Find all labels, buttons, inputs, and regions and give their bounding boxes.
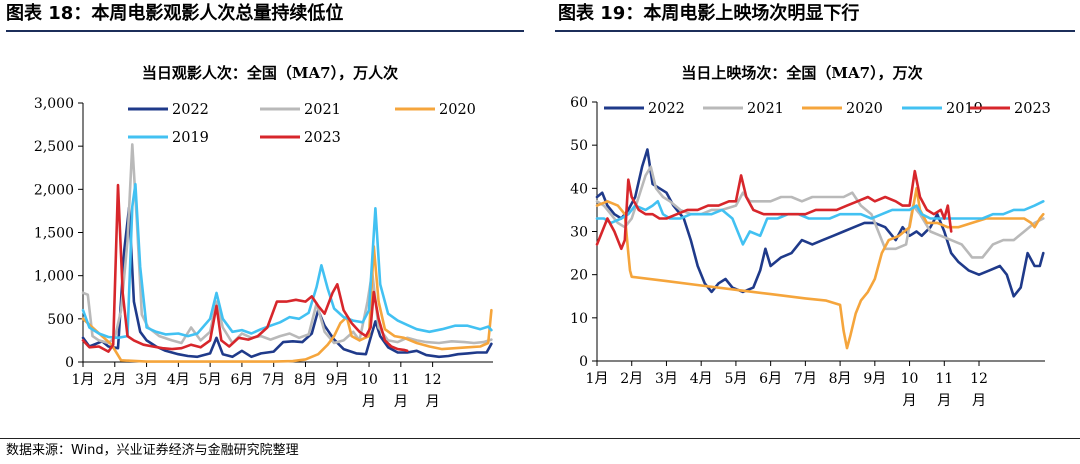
title-divider-left [6, 30, 524, 32]
legend-label-2020: 2020 [439, 102, 476, 118]
title-divider-right [555, 30, 1075, 32]
x-tick-label: 12 [424, 372, 442, 388]
series-line-2023 [81, 183, 409, 353]
x-tick-label: 7月 [794, 371, 817, 387]
y-tick-label: 50 [570, 138, 588, 154]
x-tick-label: 月 [426, 394, 440, 410]
y-tick-label: 40 [570, 181, 588, 197]
series-line-2019 [81, 182, 493, 340]
x-tick-label: 8月 [829, 371, 852, 387]
x-tick-label: 3月 [655, 371, 678, 387]
x-tick-label: 2月 [620, 371, 643, 387]
y-tick-label: 500 [47, 312, 74, 328]
x-tick-label: 2月 [103, 372, 126, 388]
legend-label-2021: 2021 [747, 101, 784, 117]
x-tick-label: 3月 [135, 372, 158, 388]
x-tick-label: 12 [970, 371, 988, 387]
legend-label-2022: 2022 [648, 101, 685, 117]
x-tick-label: 5月 [199, 372, 222, 388]
x-tick-label: 11 [935, 371, 953, 387]
y-tick-label: 1,000 [34, 269, 74, 285]
x-tick-label: 6月 [759, 371, 782, 387]
y-tick-label: 0 [65, 355, 74, 371]
y-tick-label: 1,500 [34, 226, 74, 242]
legend-label-2019: 2019 [946, 101, 983, 117]
x-tick-label: 10 [901, 371, 919, 387]
x-tick-label: 5月 [724, 371, 747, 387]
x-tick-label: 1月 [72, 372, 95, 388]
source-note: 数据来源：Wind，兴业证券经济与金融研究院整理 [6, 443, 299, 458]
x-tick-label: 月 [903, 393, 917, 409]
x-tick-label: 11 [392, 372, 410, 388]
legend-label-2023: 2023 [304, 130, 341, 146]
screenings-chart: 当日上映场次：全国（MA7），万次 0 10 20 30 40 50 60 1月 2月 3月 4月 5… [570, 64, 1051, 409]
x-tick-label: 4月 [167, 372, 190, 388]
chart-title: 当日观影人次：全国（MA7），万人次 [142, 64, 398, 82]
legend-label-2021: 2021 [304, 102, 341, 118]
legend-label-2019: 2019 [172, 130, 209, 146]
x-tick-label: 月 [972, 393, 986, 409]
y-tick-label: 20 [570, 268, 588, 284]
legend-label-2022: 2022 [172, 102, 209, 118]
x-tick-label: 月 [394, 394, 408, 410]
x-tick-label: 6月 [230, 372, 253, 388]
series-line-2023 [595, 169, 953, 251]
y-tick-label: 3,000 [34, 96, 74, 112]
series-line-2021 [595, 165, 1045, 259]
x-tick-label: 8月 [294, 372, 317, 388]
y-tick-label: 2,000 [34, 182, 74, 198]
y-tick-label: 2,500 [34, 139, 74, 155]
y-tick-label: 30 [570, 225, 588, 241]
y-tick-label: 0 [579, 354, 588, 370]
footer-divider [0, 438, 1080, 439]
series-line-2020 [595, 187, 1045, 350]
x-tick-label: 7月 [262, 372, 285, 388]
x-tick-label: 1月 [586, 371, 609, 387]
figure-title-right: 图表 19：本周电影上映场次明显下行 [558, 3, 860, 24]
x-tick-label: 月 [362, 394, 376, 410]
y-tick-label: 10 [570, 311, 588, 327]
legend-label-2020: 2020 [846, 101, 883, 117]
x-tick-label: 4月 [690, 371, 713, 387]
x-tick-label: 9月 [863, 371, 886, 387]
series-line-2022 [81, 206, 493, 359]
x-tick-label: 10 [360, 372, 378, 388]
chart-title: 当日上映场次：全国（MA7），万次 [681, 64, 922, 82]
figure-title-left: 图表 18：本周电影观影人次总量持续低位 [6, 3, 344, 24]
legend-label-2023: 2023 [1014, 101, 1051, 117]
x-tick-label: 9月 [326, 372, 349, 388]
y-tick-label: 60 [570, 95, 588, 111]
audience-chart: 当日观影人次：全国（MA7），万人次 0 500 1,000 1,500 2,000 2,… [34, 64, 493, 410]
x-tick-label: 月 [937, 393, 951, 409]
series-line-2019 [595, 200, 1045, 246]
